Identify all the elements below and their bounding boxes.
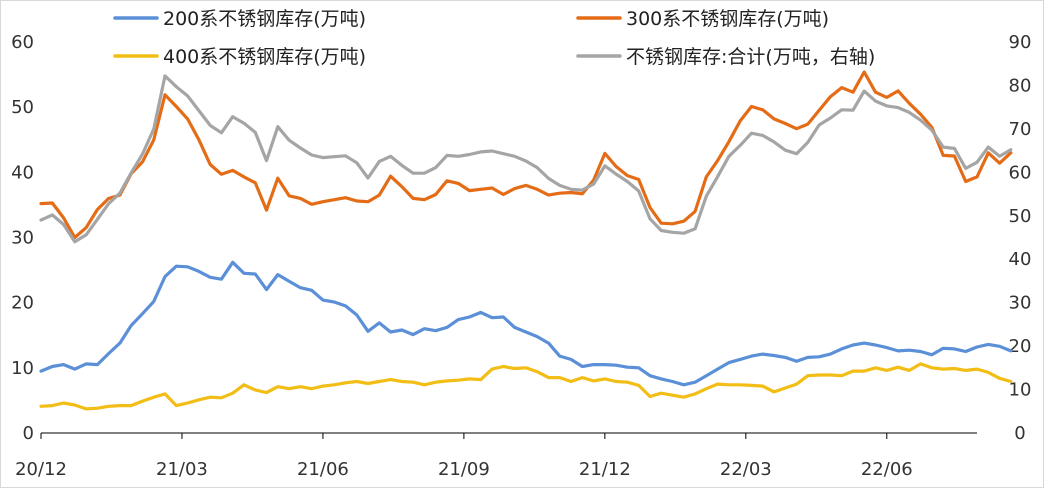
y-right-tick-label: 80	[1009, 75, 1032, 96]
x-tick-label: 22/06	[861, 459, 913, 480]
y-right-tick-label: 90	[1009, 32, 1032, 53]
series-line	[39, 70, 1013, 240]
y-right-tick-label: 0	[1014, 423, 1025, 444]
legend-label: 不锈钢库存:合计(万吨，右轴)	[626, 46, 875, 68]
x-tick-label: 21/09	[438, 459, 490, 480]
x-tick-label: 21/12	[579, 459, 631, 480]
y-left-tick-label: 20	[11, 293, 34, 314]
series-line	[39, 74, 1013, 244]
legend-label: 300系不锈钢库存(万吨)	[626, 8, 829, 30]
y-left-tick-label: 30	[11, 228, 34, 249]
y-left-tick-label: 0	[23, 423, 34, 444]
y-right-tick-label: 30	[1009, 293, 1032, 314]
x-tick-label: 20/12	[15, 459, 67, 480]
y-right-tick-label: 10	[1009, 380, 1032, 401]
y-right-tick-label: 70	[1009, 119, 1032, 140]
x-tick-label: 22/03	[720, 459, 772, 480]
axes: 20/12 21/03 21/06 21/09 21/12 22/03 22/06 0 10 20…	[11, 32, 1031, 480]
legend-label: 200系不锈钢库存(万吨)	[163, 8, 366, 30]
x-tick-label: 21/03	[156, 459, 208, 480]
y-left-tick-label: 50	[11, 97, 34, 118]
series-line	[39, 362, 1013, 411]
series-line	[39, 260, 1013, 387]
series-lines	[39, 70, 1013, 411]
y-left-tick-label: 40	[11, 162, 34, 183]
y-left-tick-label: 10	[11, 358, 34, 379]
y-right-tick-label: 60	[1009, 162, 1032, 183]
legend: 200系不锈钢库存(万吨) 300系不锈钢库存(万吨) 400系不锈钢库存(万吨) 不…	[113, 8, 875, 68]
y-right-tick-label: 50	[1009, 206, 1032, 227]
y-right-tick-label: 20	[1009, 336, 1032, 357]
legend-label: 400系不锈钢库存(万吨)	[163, 46, 366, 68]
x-tick-label: 21/06	[297, 459, 349, 480]
y-right-tick-label: 40	[1009, 249, 1032, 270]
y-left-tick-label: 60	[11, 32, 34, 53]
